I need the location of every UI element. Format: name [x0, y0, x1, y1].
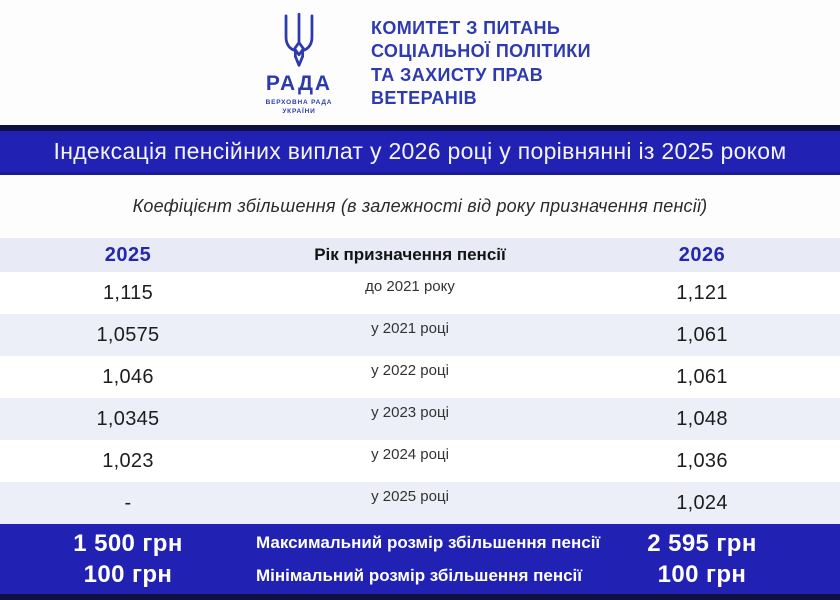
coef-2026: 1,036: [676, 449, 728, 472]
table-row: 1,0575 у 2021 році 1,061: [0, 314, 840, 356]
pension-period: у 2025 році: [371, 487, 449, 505]
table-row: 1,023 у 2024 році 1,036: [0, 440, 840, 482]
committee-title-line: ВЕТЕРАНІВ: [370, 87, 477, 108]
committee-title-line: СОЦІАЛЬНОЇ ПОЛІТИКИ: [370, 41, 592, 62]
trident-icon: [274, 11, 324, 71]
pension-period: у 2023 році: [371, 403, 449, 421]
table-row: - у 2025 році 1,024: [0, 482, 840, 524]
table-row: 1,046 у 2022 році 1,061: [0, 356, 840, 398]
footer-amount-2026: 2 595 грн 100 грн: [564, 528, 840, 590]
pension-period: до 2021 року: [365, 277, 455, 295]
table-row: 1,115 до 2021 року 1,121: [0, 272, 840, 314]
page-subtitle: Коефіцієнт збільшення (в залежності від …: [132, 196, 708, 216]
coef-2025: 1,0345: [96, 407, 160, 430]
min-amount-2026: 100 грн: [657, 561, 747, 588]
summary-footer: 1 500 грн 100 грн Максимальний розмір зб…: [0, 524, 840, 600]
pension-period: у 2021 році: [371, 319, 449, 337]
table-header-row: 2025 Рік призначення пенсії 2026: [0, 238, 840, 272]
verkhovna-rada-logo: РАДА ВЕРХОВНА РАДА УКРАЇНИ: [249, 11, 349, 117]
max-amount-2026: 2 595 грн: [647, 529, 757, 557]
title-banner: Індексація пенсійних виплат у 2026 році …: [0, 125, 840, 175]
coef-2025: -: [124, 491, 132, 514]
coef-2025: 1,115: [102, 281, 154, 304]
footer-amount-2025: 1 500 грн 100 грн: [0, 528, 256, 590]
coef-2026: 1,024: [676, 491, 728, 514]
coef-2026: 1,048: [676, 407, 728, 430]
page-header: РАДА ВЕРХОВНА РАДА УКРАЇНИ КОМИТЕТ З ПИТ…: [0, 0, 840, 125]
column-header-period: Рік призначення пенсії: [314, 245, 506, 264]
max-amount-2025: 1 500 грн: [73, 529, 183, 557]
pension-period: у 2024 році: [371, 445, 449, 463]
max-increase-label: Максимальний розмір збільшення пенсії: [256, 532, 601, 552]
column-header-2026: 2026: [678, 243, 726, 266]
logo-subtext-line1: ВЕРХОВНА РАДА: [265, 98, 333, 106]
subtitle-wrap: Коефіцієнт збільшення (в залежності від …: [0, 175, 840, 238]
coef-2026: 1,061: [676, 323, 728, 346]
logo-subtext-line2: УКРАЇНИ: [282, 108, 316, 115]
coef-2025: 1,0575: [96, 323, 160, 346]
coef-2026: 1,061: [676, 365, 728, 388]
coef-2025: 1,023: [102, 449, 154, 472]
coefficients-table: 2025 Рік призначення пенсії 2026 1,115 д…: [0, 238, 840, 524]
pension-period: у 2022 році: [371, 361, 449, 379]
min-amount-2025: 100 грн: [83, 561, 173, 588]
table-row: 1,0345 у 2023 році 1,048: [0, 398, 840, 440]
coef-2025: 1,046: [102, 365, 154, 388]
footer-labels: Максимальний розмір збільшення пенсії Мі…: [256, 526, 601, 592]
committee-title: КОМИТЕТ З ПИТАНЬ СОЦІАЛЬНОЇ ПОЛІТИКИ ТА …: [371, 17, 591, 111]
min-increase-label: Мінімальний розмір збільшення пенсії: [256, 566, 583, 585]
committee-title-line: КОМИТЕТ З ПИТАНЬ: [370, 17, 561, 38]
coef-2026: 1,121: [676, 281, 728, 304]
logo-word: РАДА: [265, 71, 333, 95]
page-title: Індексація пенсійних виплат у 2026 році …: [53, 138, 787, 164]
logo-subtext: ВЕРХОВНА РАДА УКРАЇНИ: [266, 98, 333, 117]
column-header-2025: 2025: [104, 243, 152, 266]
committee-title-line: ТА ЗАХИСТУ ПРАВ: [370, 64, 544, 85]
